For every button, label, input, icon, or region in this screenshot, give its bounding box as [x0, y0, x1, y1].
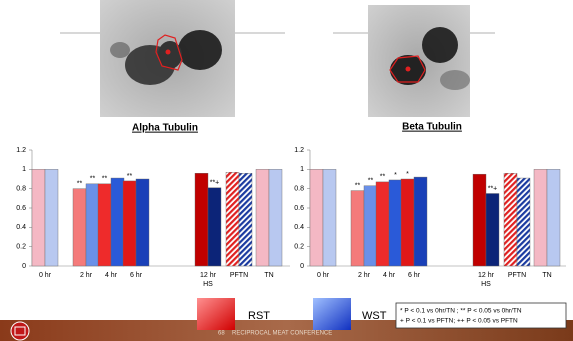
y-tick-label: 0.2	[294, 244, 304, 251]
x-tick-label: 12 hr	[478, 272, 495, 279]
significance-marker: *	[406, 171, 409, 178]
bar	[195, 173, 208, 266]
significance-marker: **+	[210, 180, 220, 187]
x-tick-label: 6 hr	[408, 272, 421, 279]
y-tick-label: 0.2	[16, 244, 26, 251]
bar	[473, 174, 486, 266]
gel-image-beta	[368, 5, 470, 117]
bar	[86, 184, 99, 266]
bar	[256, 169, 269, 266]
y-tick-label: 1.2	[294, 147, 304, 154]
significance-marker: **	[102, 176, 108, 183]
bar	[32, 169, 45, 266]
x-tick-sublabel: HS	[481, 281, 491, 288]
significance-marker: **	[90, 176, 96, 183]
y-tick-label: 0.6	[294, 205, 304, 212]
gel-image-alpha	[100, 0, 235, 117]
bar	[123, 181, 136, 266]
bar	[414, 177, 427, 266]
x-tick-label: PFTN	[508, 272, 526, 279]
bar	[111, 178, 124, 266]
chart-title: Beta Tubulin	[402, 122, 462, 133]
x-tick-label: PFTN	[230, 272, 248, 279]
y-tick-label: 0.6	[16, 205, 26, 212]
bar	[534, 169, 547, 266]
x-tick-label: 12 hr	[200, 272, 217, 279]
bar	[208, 188, 221, 266]
x-tick-label: 0 hr	[317, 272, 330, 279]
significance-marker: **+	[488, 185, 498, 192]
y-tick-label: 0.4	[294, 224, 304, 231]
x-tick-label: 4 hr	[105, 272, 118, 279]
bar	[98, 184, 111, 266]
legend-label: WST	[362, 310, 387, 322]
significance-marker: **	[77, 181, 83, 188]
significance-marker: **	[380, 174, 386, 181]
bar	[547, 169, 560, 266]
x-tick-label: 4 hr	[383, 272, 396, 279]
y-tick-label: 1.2	[16, 147, 26, 154]
bar	[517, 178, 530, 266]
x-tick-label: TN	[264, 272, 273, 279]
y-tick-label: 0	[22, 263, 26, 270]
logo	[11, 322, 29, 340]
x-tick-label: 6 hr	[130, 272, 143, 279]
y-tick-label: 0.8	[16, 186, 26, 193]
bar	[486, 194, 499, 267]
bar	[136, 179, 149, 266]
slide: 68 RECIPROCAL MEAT CONFERENCE RST WST * …	[0, 0, 573, 341]
footer-page: 68	[218, 331, 225, 337]
bar	[376, 182, 389, 266]
significance-marker: **	[127, 173, 133, 180]
significance-marker: **	[368, 178, 374, 185]
bar	[310, 169, 323, 266]
y-tick-label: 0.8	[294, 186, 304, 193]
footnote-box: * P < 0.1 vs 0hr/TN ; ** P < 0.05 vs 0hr…	[396, 303, 566, 328]
x-tick-label: 0 hr	[39, 272, 52, 279]
bar	[364, 186, 377, 266]
x-tick-sublabel: HS	[203, 281, 213, 288]
legend-label: RST	[248, 310, 270, 322]
y-tick-label: 0	[300, 263, 304, 270]
y-tick-label: 1	[22, 166, 26, 173]
x-tick-label: TN	[542, 272, 551, 279]
footer-text: RECIPROCAL MEAT CONFERENCE	[232, 331, 332, 337]
y-tick-label: 0.4	[16, 224, 26, 231]
legend-swatch	[313, 298, 351, 330]
footnote: * P < 0.1 vs 0hr/TN ; ** P < 0.05 vs 0hr…	[400, 308, 522, 315]
bar	[323, 169, 336, 266]
bar	[351, 191, 364, 266]
legend-swatch	[197, 298, 235, 330]
bar	[45, 169, 58, 266]
y-tick-label: 1	[300, 166, 304, 173]
bar	[401, 179, 414, 266]
footnote: + P < 0.1 vs PFTN; ++ P < 0.05 vs PFTN	[400, 318, 518, 325]
bar	[73, 189, 86, 266]
bar	[239, 173, 252, 266]
bar	[226, 172, 239, 266]
significance-marker: *	[394, 172, 397, 179]
bar	[269, 169, 282, 266]
chart-title: Alpha Tubulin	[132, 123, 198, 134]
x-tick-label: 2 hr	[358, 272, 371, 279]
significance-marker: **	[355, 182, 361, 189]
bar	[504, 173, 517, 266]
x-tick-label: 2 hr	[80, 272, 93, 279]
bar	[389, 180, 402, 266]
